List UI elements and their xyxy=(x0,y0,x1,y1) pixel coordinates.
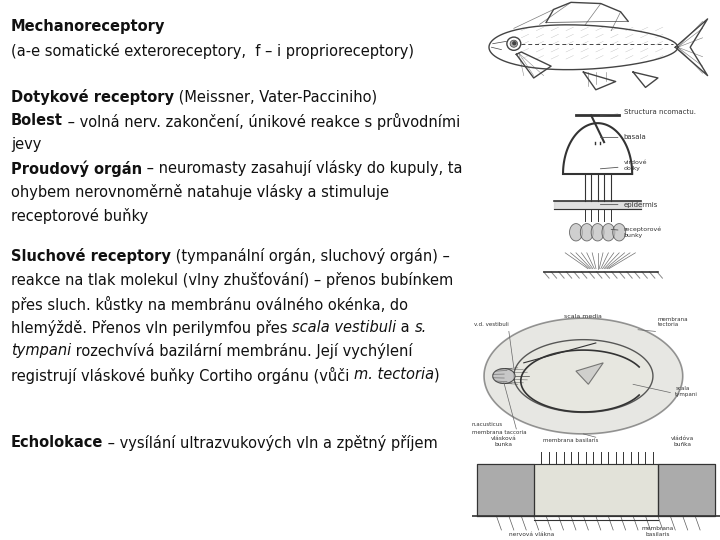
Text: m. tectoria: m. tectoria xyxy=(354,367,434,382)
Text: (a-e somatické exteroreceptory,  f – i proprioreceptory): (a-e somatické exteroreceptory, f – i pr… xyxy=(11,43,414,59)
Circle shape xyxy=(507,37,521,50)
Polygon shape xyxy=(591,224,604,241)
Text: registrují vláskové buňky Cortiho orgánu (vůči: registrují vláskové buňky Cortiho orgánu… xyxy=(11,367,354,384)
Text: receptorové buňky: receptorové buňky xyxy=(11,208,148,224)
Circle shape xyxy=(513,42,516,45)
Text: Mechanoreceptory: Mechanoreceptory xyxy=(11,19,165,34)
Text: n.acusticus: n.acusticus xyxy=(472,422,503,427)
Text: basala: basala xyxy=(600,134,647,140)
Text: jevy: jevy xyxy=(11,137,41,152)
Text: Bolest: Bolest xyxy=(11,113,63,128)
Text: Proudový orgán: Proudový orgán xyxy=(11,160,142,177)
Text: receptorové
bunky: receptorové bunky xyxy=(611,227,662,238)
Text: s.: s. xyxy=(415,320,427,335)
Text: ohybem nerovnoměrně natahuje vlásky a stimuluje: ohybem nerovnoměrně natahuje vlásky a st… xyxy=(11,184,389,200)
Text: vlásková
bunka: vlásková bunka xyxy=(491,436,517,447)
Text: Sluchové receptory: Sluchové receptory xyxy=(11,248,171,265)
Text: reakce na tlak molekul (vlny zhušťování) – přenos bubínkem: reakce na tlak molekul (vlny zhušťování)… xyxy=(11,272,453,288)
Text: (Meissner, Vater-Pacciniho): (Meissner, Vater-Pacciniho) xyxy=(174,89,377,104)
Text: membrana
tectoria: membrana tectoria xyxy=(658,316,688,327)
Polygon shape xyxy=(492,369,515,383)
Polygon shape xyxy=(658,464,715,516)
Text: epidermis: epidermis xyxy=(600,201,658,207)
Text: Dotykové receptory: Dotykové receptory xyxy=(11,89,174,105)
Text: membrana basilaris: membrana basilaris xyxy=(544,438,598,443)
Polygon shape xyxy=(570,224,582,241)
Text: scala media: scala media xyxy=(564,314,603,319)
Text: Echolokace: Echolokace xyxy=(11,435,103,450)
Polygon shape xyxy=(602,224,615,241)
Text: ): ) xyxy=(434,367,439,382)
Text: hlemýždě. Přenos vln perilymfou přes: hlemýždě. Přenos vln perilymfou přes xyxy=(11,320,292,336)
Text: – vysílání ultrazvukových vln a zpětný příjem: – vysílání ultrazvukových vln a zpětný p… xyxy=(103,435,438,451)
Polygon shape xyxy=(576,363,603,384)
Text: Structura ncomactu.: Structura ncomactu. xyxy=(600,109,696,115)
Text: přes sluch. kůstky na membránu oválného okénka, do: přes sluch. kůstky na membránu oválného … xyxy=(11,296,408,313)
Text: scala vestibuli: scala vestibuli xyxy=(292,320,396,335)
Circle shape xyxy=(510,40,518,47)
Text: nervová vlákna: nervová vlákna xyxy=(509,532,554,537)
Text: – volná nerv. zakončení, únikové reakce s průvodními: – volná nerv. zakončení, únikové reakce … xyxy=(63,113,460,130)
Text: (tympanální orgán, sluchový orgán) –: (tympanální orgán, sluchový orgán) – xyxy=(171,248,449,265)
Polygon shape xyxy=(613,224,626,241)
Text: rozechvívá bazilární membránu. Její vychýlení: rozechvívá bazilární membránu. Její vych… xyxy=(71,343,413,360)
Text: scala
tympani: scala tympani xyxy=(675,386,698,397)
Polygon shape xyxy=(484,318,683,434)
Polygon shape xyxy=(534,464,658,516)
Text: tympani: tympani xyxy=(11,343,71,359)
Text: v.d. vestibuli: v.d. vestibuli xyxy=(474,322,509,327)
Text: membrana
basilaris: membrana basilaris xyxy=(642,526,674,537)
Text: vládóva
buňka: vládóva buňka xyxy=(671,436,694,447)
Polygon shape xyxy=(580,224,593,241)
Polygon shape xyxy=(514,340,653,413)
Polygon shape xyxy=(477,464,534,516)
Text: membrana taccoria: membrana taccoria xyxy=(472,430,526,435)
Text: virdové
dolky: virdové dolky xyxy=(600,160,647,171)
Text: – neuromasty zasahují vlásky do kupuly, ta: – neuromasty zasahují vlásky do kupuly, … xyxy=(142,160,462,177)
Text: a: a xyxy=(396,320,415,335)
